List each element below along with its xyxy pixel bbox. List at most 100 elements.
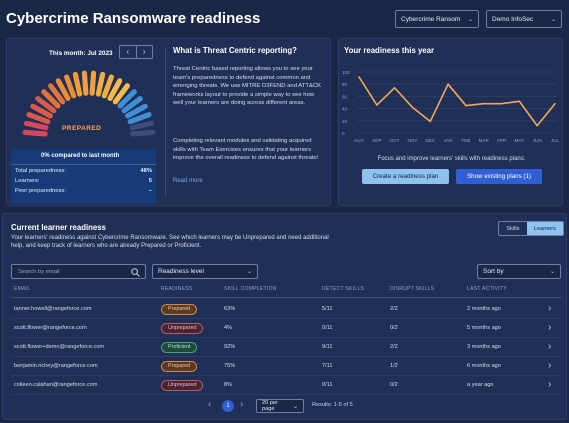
scenario-select[interactable]: Cybercrime Ransom ⌄ (395, 10, 479, 28)
sort-by-select[interactable]: Sort by ⌄ (477, 264, 561, 279)
readiness-badge: Unprepared (161, 379, 204, 391)
gauge-segment (127, 112, 152, 125)
page-1-button[interactable]: 1 (222, 400, 234, 412)
data-point (500, 102, 503, 105)
cell-detect: 0/11 (322, 325, 333, 331)
org-select-value: Demo InfoSec (492, 15, 534, 23)
org-select[interactable]: Demo InfoSec ⌄ (486, 10, 562, 28)
data-point (465, 104, 467, 107)
table-row[interactable]: tanner.howell@rangeforce.com Prepared 63… (11, 300, 562, 319)
per-page-value: 20 per page (262, 400, 278, 412)
read-more-link[interactable]: Read more (173, 178, 203, 184)
cell-detect: 9/11 (322, 344, 333, 350)
cell-completion: 92% (224, 344, 236, 350)
cell-detect: 0/11 (322, 382, 333, 388)
cell-completion: 8% (224, 382, 233, 388)
y-tick-label: 0 (342, 131, 345, 136)
scenario-select-value: Cybercrime Ransom (401, 15, 461, 23)
data-point (411, 106, 414, 109)
stats-divider (11, 164, 156, 165)
cell-email: benjamin.richey@rangeforce.com (14, 363, 98, 369)
data-point (376, 104, 378, 106)
table-row[interactable]: scott.flower@rangeforce.com Unprepared 4… (11, 319, 562, 338)
gauge-segment (30, 103, 53, 119)
compare-text: 0% compared to last month (41, 153, 120, 159)
data-point (429, 120, 432, 123)
col-readiness: READINESS (161, 286, 193, 292)
x-tick-label: DEC (425, 138, 435, 143)
y-tick-label: 60 (342, 94, 348, 99)
search-placeholder: Search by email (18, 269, 60, 275)
chevron-down-icon: ⌄ (292, 403, 298, 410)
x-tick-label: JUN (533, 138, 542, 143)
cell-completion: 75% (224, 363, 236, 369)
pagination: ‹ 1 › 20 per page ⌄ Results: 1-5 of 5 (208, 398, 388, 414)
data-point (393, 87, 396, 89)
gauge-segment (121, 96, 143, 114)
focus-text: Focus and improve learners' skills with … (377, 156, 526, 162)
gauge-segment (48, 83, 66, 105)
month-readiness-panel: This month: Jul 2023 ‹ › PREPARED 0% com… (6, 38, 331, 206)
cell-disrupt: 2/2 (390, 344, 398, 350)
chevron-right-icon[interactable]: › (548, 341, 552, 352)
chevron-right-icon[interactable]: › (548, 303, 552, 314)
cell-activity: 5 months ago (467, 325, 501, 331)
create-plan-button[interactable]: Create a readiness plan (362, 169, 449, 184)
stat-learners-value: 5 (148, 178, 152, 184)
cell-detect: 7/11 (322, 363, 333, 369)
cell-detect: 5/11 (322, 306, 333, 312)
year-panel-title: Your readiness this year (344, 46, 434, 55)
readiness-badge: Prepared (161, 303, 198, 315)
x-tick-label: JUL (551, 138, 560, 143)
cell-email: colleen.calahan@rangeforce.com (14, 382, 98, 388)
table-row[interactable]: colleen.calahan@rangeforce.com Unprepare… (11, 376, 562, 395)
x-tick-label: NOV (407, 138, 418, 143)
per-page-select[interactable]: 20 per page ⌄ (256, 399, 304, 413)
cell-activity: a year ago (467, 382, 494, 388)
sort-by-value: Sort by (483, 268, 504, 275)
table-row[interactable]: benjamin.richey@rangeforce.com Prepared … (11, 357, 562, 376)
x-tick-label: FEB (461, 138, 470, 143)
table-row[interactable]: scott.flower+demo@rangeforce.com Profici… (11, 338, 562, 357)
search-input[interactable]: Search by email (11, 264, 146, 279)
next-page-icon[interactable]: › (240, 399, 244, 410)
chevron-left-icon[interactable]: ‹ (120, 46, 137, 58)
toggle-skills[interactable]: Skills (506, 225, 520, 232)
learners-description: Your learners' readiness against Cybercr… (11, 235, 329, 250)
readiness-gauge (22, 70, 156, 137)
col-skill-completion: SKILL COMPLETION (224, 286, 277, 292)
toggle-learners[interactable]: Learners (526, 222, 563, 235)
readiness-badge: Unprepared (161, 322, 204, 334)
search-icon[interactable] (131, 268, 140, 277)
panel-divider (165, 47, 166, 197)
chevron-right-icon[interactable]: › (142, 47, 146, 56)
y-tick-label: 20 (342, 119, 348, 124)
col-disrupt-skills: DISRUPT SKILLS (390, 286, 435, 292)
gauge-segment (22, 129, 48, 137)
readiness-level-select[interactable]: Readiness level ⌄ (152, 264, 258, 279)
stat-peer-value: – (148, 188, 152, 194)
data-point (447, 83, 449, 85)
x-tick-label: MAR (479, 138, 490, 143)
month-prev-nav[interactable]: ‹ › (119, 45, 153, 59)
x-tick-label: APR (497, 138, 507, 143)
gauge-segment (81, 70, 89, 96)
chevron-right-icon[interactable]: › (548, 379, 552, 390)
x-tick-label: MAY (515, 138, 525, 143)
chevron-right-icon[interactable]: › (548, 360, 552, 371)
y-tick-label: 80 (342, 82, 348, 87)
cell-completion: 4% (224, 325, 233, 331)
gauge-segment (129, 120, 155, 131)
data-point (536, 124, 538, 127)
data-point (358, 76, 360, 78)
x-tick-label: SEP (372, 138, 381, 143)
stat-total-label: Total preparedness: (15, 168, 66, 174)
y-tick-label: 100 (342, 70, 350, 75)
chevron-down-icon: ⌄ (467, 16, 473, 23)
info-paragraph-2: Completing relevant modules and validati… (173, 138, 319, 162)
chevron-down-icon: ⌄ (246, 269, 252, 275)
show-plans-button[interactable]: Show existing plans (1) (456, 169, 542, 184)
cell-disrupt: 0/2 (390, 325, 398, 331)
chevron-right-icon[interactable]: › (548, 322, 552, 333)
prev-page-icon[interactable]: ‹ (208, 399, 212, 410)
